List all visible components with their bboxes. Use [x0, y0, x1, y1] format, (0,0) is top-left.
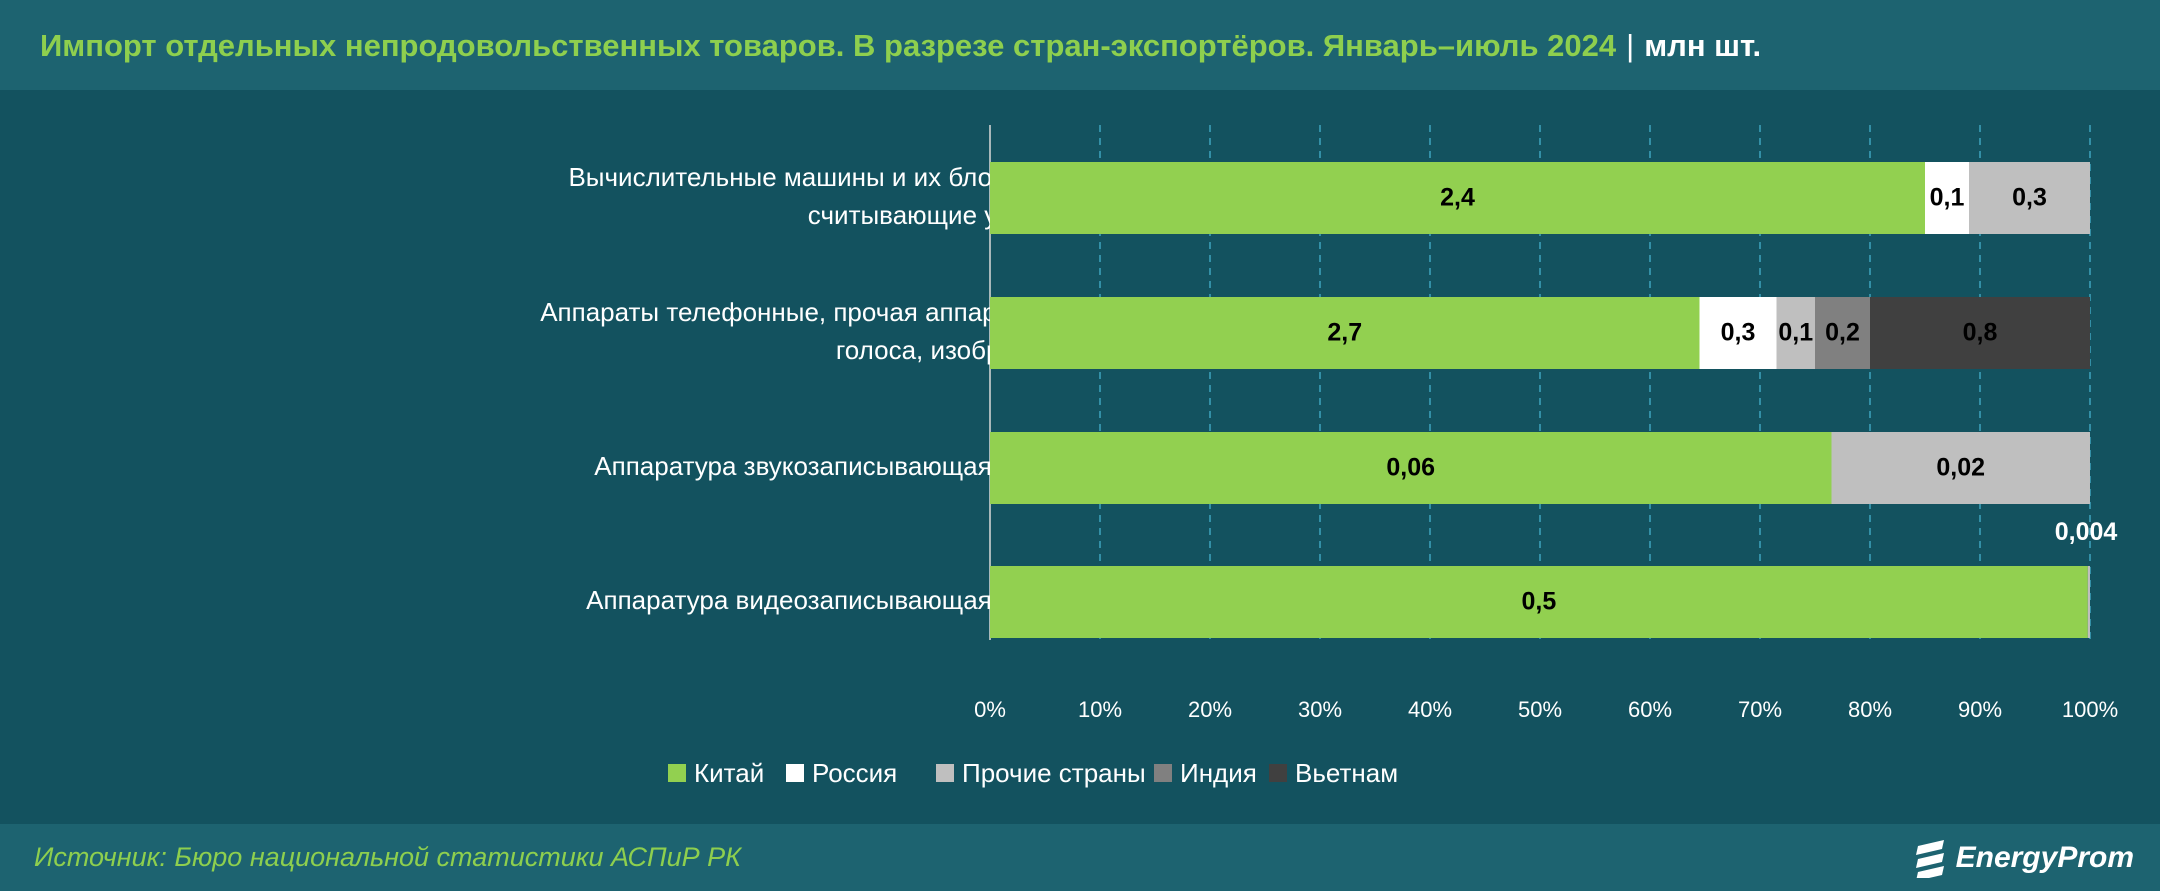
legend-label: Китай — [694, 758, 764, 788]
data-label: 0,3 — [2012, 184, 2047, 212]
x-tick-label: 30% — [1298, 697, 1342, 722]
x-tick-label: 90% — [1958, 697, 2002, 722]
title-separator: | — [1626, 28, 1635, 63]
bar-segment-china — [990, 432, 1832, 504]
x-tick-label: 100% — [2062, 697, 2118, 722]
bar-segment-other — [1776, 297, 1815, 369]
legend-label: Прочие страны — [962, 758, 1146, 788]
bar-segment-vietnam — [1870, 297, 2090, 369]
bar-segment-russia — [1699, 297, 1777, 369]
energyprom-logo-icon — [1915, 840, 1944, 878]
x-tick-label: 0% — [974, 697, 1006, 722]
x-tick-label: 40% — [1408, 697, 1452, 722]
x-tick-label: 80% — [1848, 697, 1892, 722]
bar-segment-other — [2087, 566, 2090, 638]
source-note: Источник: Бюро национальной статистики А… — [34, 842, 742, 872]
bar-segment-russia — [1925, 162, 1969, 234]
data-label: 0,8 — [1963, 319, 1998, 347]
legend-swatch — [668, 764, 686, 782]
bar-segment-other — [1831, 432, 2090, 504]
x-tick-label: 20% — [1188, 697, 1232, 722]
x-tick-label: 10% — [1078, 697, 1122, 722]
legend-label: Вьетнам — [1295, 758, 1398, 788]
chart-footer: Источник: Бюро национальной статистики А… — [0, 824, 2160, 891]
brand-logo: EnergyProm — [1914, 834, 2134, 882]
legend-label: Россия — [812, 758, 897, 788]
bar-segment-china — [990, 297, 1700, 369]
data-label: 0,1 — [1778, 319, 1813, 347]
legend-swatch — [936, 764, 954, 782]
x-tick-label: 50% — [1518, 697, 1562, 722]
data-label: 0,02 — [1936, 454, 1985, 482]
x-tick-label: 70% — [1738, 697, 1782, 722]
legend-swatch — [786, 764, 804, 782]
data-label: 0,3 — [1721, 319, 1756, 347]
chart-header: Импорт отдельных непродовольственных тов… — [0, 0, 2160, 90]
data-label: 0,1 — [1930, 184, 1965, 212]
chart-title-line: Импорт отдельных непродовольственных тов… — [40, 26, 1761, 66]
bar-segment-china — [990, 566, 2088, 638]
data-label: 0,2 — [1825, 319, 1860, 347]
data-label: 2,4 — [1440, 184, 1475, 212]
bar-segment-india — [1815, 297, 1870, 369]
legend-swatch — [1269, 764, 1287, 782]
stacked-bar-chart: 0% 10% 20% 30% 40% 50% 60% 70% 80% 90% 100%Вычисли… — [540, 125, 2118, 788]
bar-segment-other — [1969, 162, 2090, 234]
data-label: 0,06 — [1386, 454, 1435, 482]
legend-label: Индия — [1180, 758, 1257, 788]
data-label-outside: 0,004 — [2055, 518, 2118, 546]
chart-unit: млн шт. — [1644, 28, 1762, 63]
legend-swatch — [1154, 764, 1172, 782]
bar-segment-china — [990, 162, 1925, 234]
data-label: 2,7 — [1327, 319, 1362, 347]
brand-name: EnergyProm — [1955, 841, 2134, 874]
x-tick-label: 60% — [1628, 697, 1672, 722]
data-label: 0,5 — [1522, 588, 1557, 616]
chart-title: Импорт отдельных непродовольственных тов… — [40, 28, 1617, 63]
